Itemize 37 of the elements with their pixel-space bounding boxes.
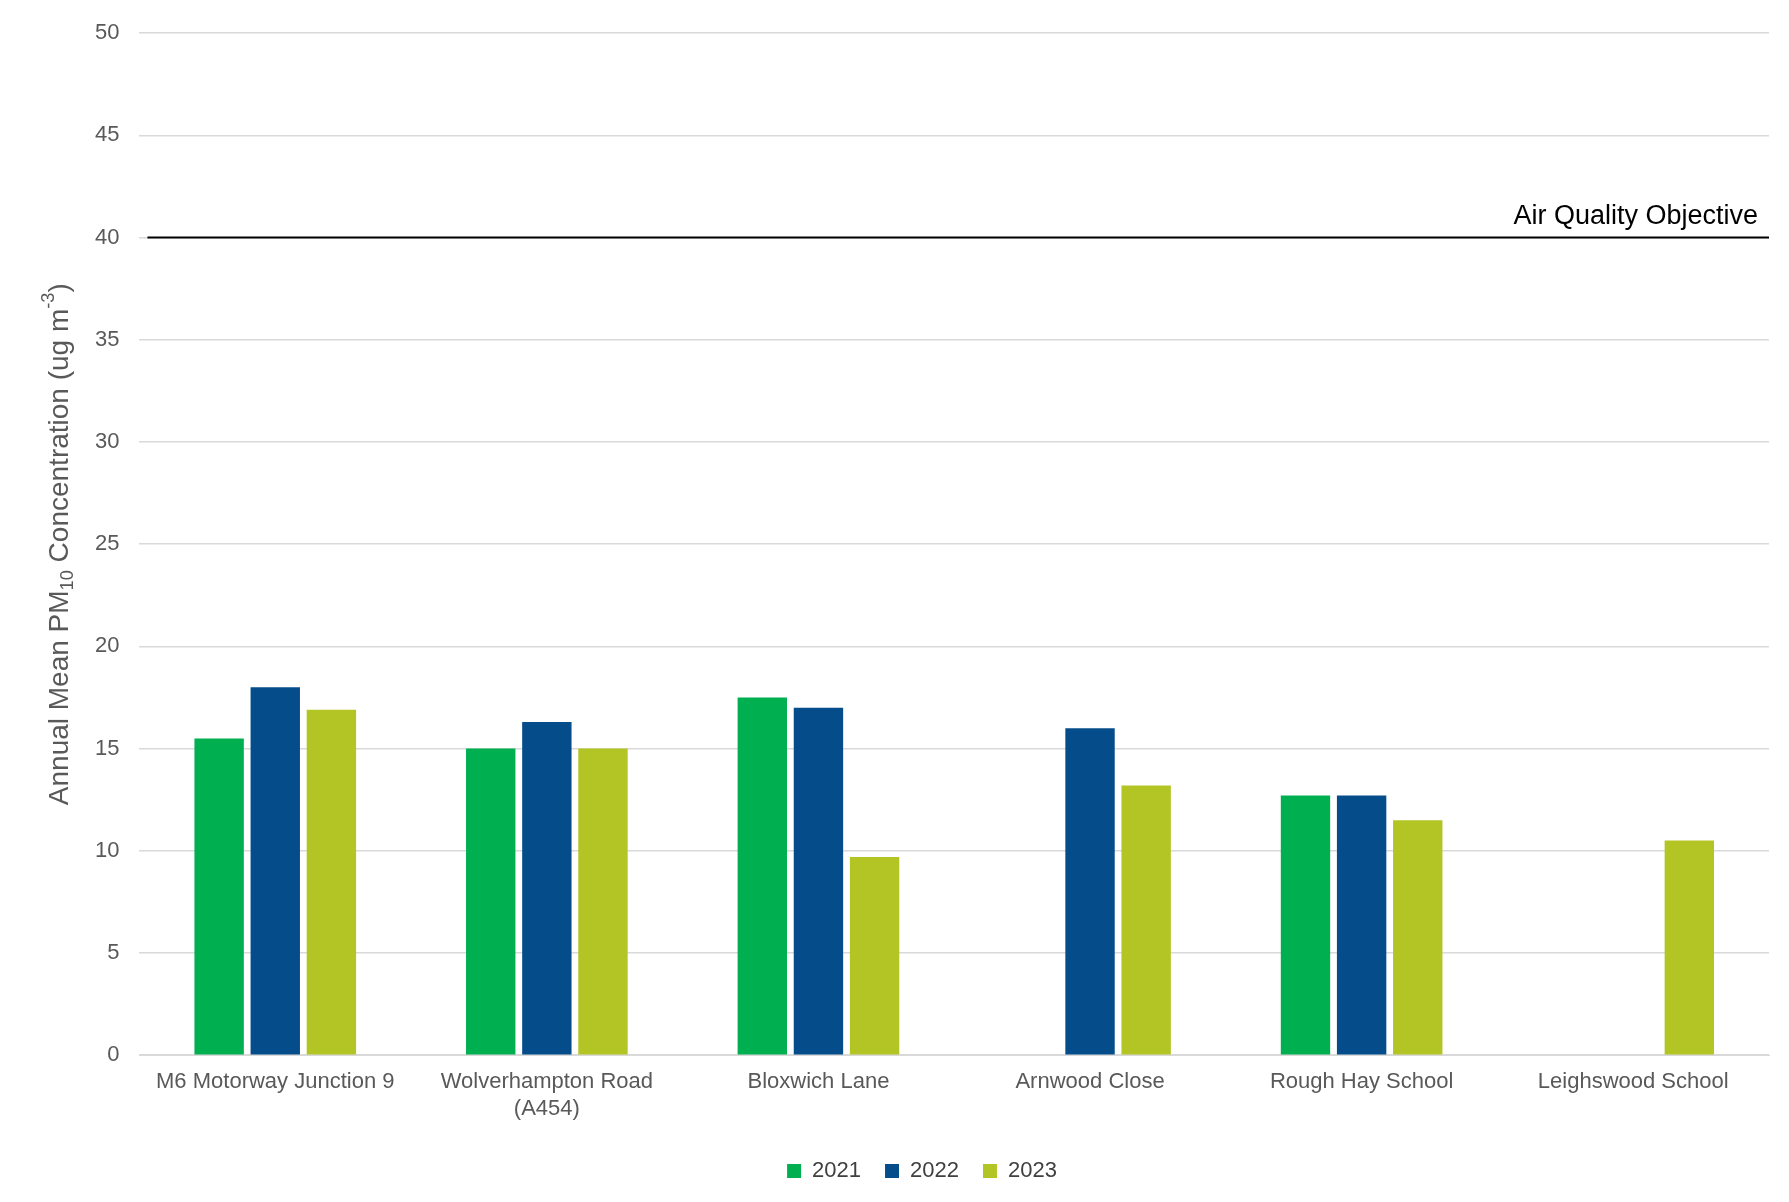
x-tick-label: Leighswood School <box>1537 1068 1729 1094</box>
legend-label: 2021 <box>812 1157 862 1183</box>
bar <box>306 709 357 1055</box>
y-tick-label: 0 <box>107 1041 120 1067</box>
x-tick-label: Bloxwich Lane <box>747 1068 890 1094</box>
x-tick-label: Arnwood Close <box>1015 1068 1165 1094</box>
bar <box>194 738 244 1055</box>
bar <box>1393 820 1443 1055</box>
y-tick-label: 20 <box>94 632 120 658</box>
bar <box>1280 795 1331 1055</box>
y-tick-label: 50 <box>94 19 120 45</box>
bar <box>1336 795 1387 1055</box>
y-tick-label: 30 <box>94 428 120 454</box>
bar <box>849 856 900 1055</box>
y-tick-label: 25 <box>94 530 120 556</box>
bar <box>250 687 300 1055</box>
y-tick-label: 10 <box>94 836 120 862</box>
bar <box>466 748 516 1055</box>
y-tick-label: 45 <box>94 121 120 147</box>
bar <box>793 707 844 1055</box>
y-tick-label: 35 <box>94 325 120 351</box>
legend-label: 2022 <box>910 1157 959 1183</box>
bar <box>737 697 788 1055</box>
x-tick-label: M6 Motorway Junction 9 <box>156 1068 395 1094</box>
legend-label: 2023 <box>1007 1157 1057 1183</box>
ref-line-label: Air Quality Objective <box>1513 199 1758 230</box>
x-tick-label: Wolverhampton Road (A454) <box>440 1068 654 1120</box>
y-tick-label: 40 <box>94 223 120 249</box>
bar <box>578 748 628 1055</box>
bar <box>1065 728 1115 1055</box>
y-tick-label: 15 <box>94 734 120 760</box>
bar <box>1664 840 1715 1055</box>
bar <box>522 722 572 1055</box>
y-axis-title: Annual Mean PM10 Concentration (ug m-3) <box>37 283 78 806</box>
y-tick-label: 5 <box>107 939 120 965</box>
bar <box>1121 785 1171 1055</box>
x-tick-label: Rough Hay School <box>1269 1068 1454 1094</box>
